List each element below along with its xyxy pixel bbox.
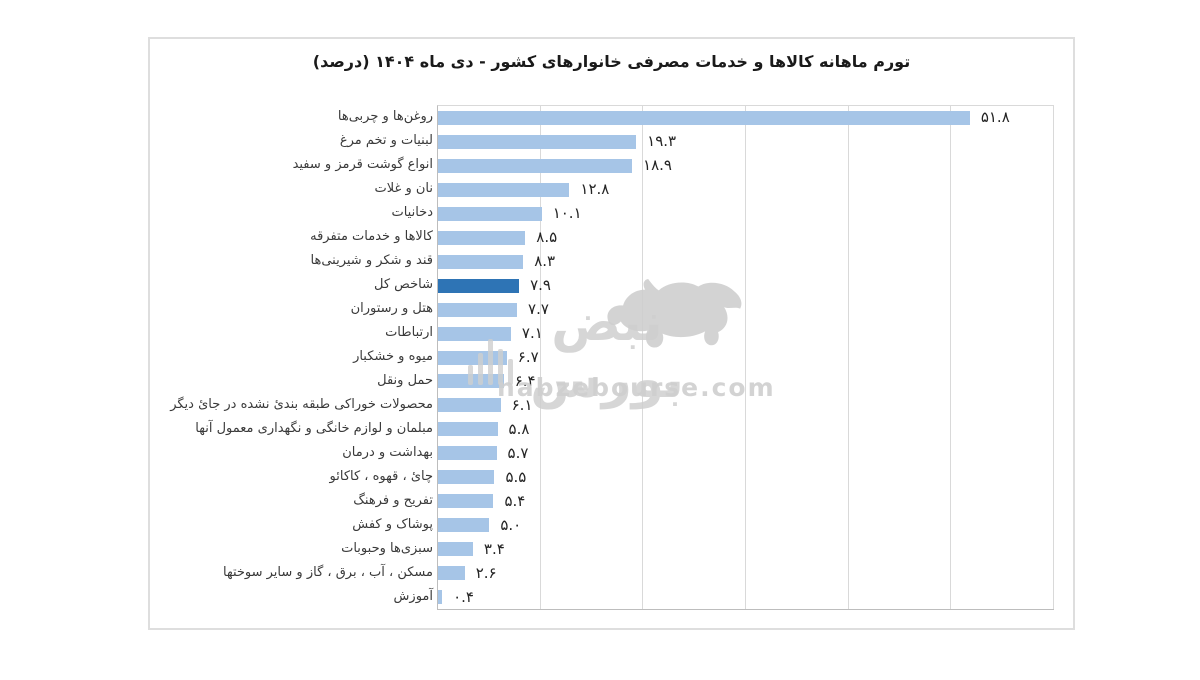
bar — [438, 110, 970, 125]
bar-row: ۰.۴ — [438, 585, 1054, 609]
gridline — [745, 106, 746, 609]
bar-row: ۸.۳ — [438, 250, 1054, 274]
category-label: پوشاک و کفش — [352, 516, 433, 532]
value-label: ۳.۴ — [483, 539, 505, 558]
chart-title: تورم ماهانه کالاها و خدمات مصرفی خانواره… — [312, 52, 911, 71]
bar — [438, 206, 542, 221]
bar — [438, 590, 443, 605]
category-label: لبنیات و تخم مرغ — [339, 133, 433, 149]
category-label: بهداشت و درمان — [342, 444, 433, 460]
bar — [438, 230, 526, 245]
bar — [438, 182, 570, 197]
gridline — [847, 106, 849, 609]
bar-row: ۶.۷ — [438, 346, 1054, 370]
bar — [438, 422, 498, 437]
value-label: ۵.۰ — [500, 515, 522, 534]
bar — [438, 446, 497, 461]
bar-row: ۸.۵ — [438, 226, 1054, 250]
category-label: انواع گوشت قرمز و سفید — [292, 157, 433, 173]
value-label: ۵.۷ — [507, 443, 529, 462]
bar-row: ۲.۶ — [438, 561, 1054, 585]
bar-row: ۶.۴ — [438, 369, 1054, 393]
category-label: حمل ونقل — [377, 372, 433, 388]
value-label: ۵۱.۸ — [980, 108, 1010, 127]
value-label: ۵.۵ — [505, 467, 527, 486]
bar — [438, 494, 494, 509]
bar-row: ۵.۰ — [438, 513, 1054, 537]
bars-container: ۵۱.۸ ۱۹.۳ ۱۸.۹ ۱۲.۸ ۱۰.۱ ۸.۵ ۸.۳ ۷.۹ ۷.۷ ۷.۱ ۶.۷ ۶.… — [438, 106, 1054, 609]
category-label: مبلمان و لوازم خانگی و نگهداری معمول آنه… — [195, 420, 433, 436]
category-label: تفریح و فرهنگ — [353, 492, 433, 508]
chart-card: تورم ماهانه کالاها و خدمات مصرفی خانواره… — [148, 37, 1075, 630]
bar-row: ۱۹.۳ — [438, 130, 1054, 154]
category-label: دخانیات — [391, 205, 433, 221]
bar — [438, 254, 524, 269]
value-label: ۵.۸ — [508, 419, 530, 438]
value-label: ۷.۹ — [530, 276, 551, 295]
bar-row: ۵.۵ — [438, 465, 1054, 489]
gridline — [1053, 106, 1054, 609]
category-label: هتل و رستوران — [350, 301, 433, 317]
category-label: آموزش — [393, 588, 433, 604]
value-label: ۸.۵ — [536, 228, 558, 247]
bar — [438, 398, 501, 413]
value-label: ۱۰.۱ — [552, 204, 582, 223]
bar — [438, 326, 511, 341]
bar-row: ۷.۷ — [438, 298, 1054, 322]
gridline — [539, 106, 541, 609]
category-label: روغن‌ها و چربی‌ها — [337, 109, 433, 125]
category-label: نان و غلات — [374, 181, 433, 197]
bar — [438, 134, 637, 149]
bar — [438, 302, 518, 317]
gridline — [950, 106, 952, 609]
category-label: میوه و خشکبار — [353, 349, 433, 364]
category-label: مسکن ، آب ، برق ، گاز و سایر سوختها — [222, 564, 433, 580]
value-label: ۱۲.۸ — [580, 180, 610, 199]
value-label: ۷.۷ — [528, 300, 549, 319]
bar — [438, 566, 465, 581]
bar-row: ۱۲.۸ — [438, 178, 1054, 202]
plot-area: ۵۱.۸ ۱۹.۳ ۱۸.۹ ۱۲.۸ ۱۰.۱ ۸.۵ ۸.۳ ۷.۹ ۷.۷ ۷.۱ ۶.۷ ۶.… — [437, 105, 1054, 610]
value-label: ۰.۴ — [453, 587, 474, 606]
bar-row: ۳.۴ — [438, 537, 1054, 561]
value-label: ۵.۴ — [504, 491, 526, 510]
value-label: ۶.۷ — [517, 348, 539, 366]
value-label: ۸.۳ — [534, 252, 556, 271]
bar-row: ۵.۴ — [438, 489, 1054, 513]
bar-row: ۶.۱ — [438, 393, 1054, 417]
bar-row: ۵۱.۸ — [438, 106, 1054, 130]
category-label: ارتباطات — [385, 325, 433, 341]
value-label: ۲.۶ — [475, 563, 497, 582]
bar-row: ۷.۹ — [438, 274, 1054, 298]
category-label: محصولات خوراکی طبقه بندئ نشده در جائ دیگ… — [170, 396, 433, 412]
bar — [438, 158, 633, 173]
value-label: ۱۸.۹ — [643, 156, 672, 175]
bar — [438, 350, 507, 365]
bar — [438, 542, 473, 557]
bar-row: ۷.۱ — [438, 322, 1054, 346]
gridlines — [438, 106, 1054, 609]
bar — [438, 470, 495, 485]
total-index-bar — [438, 278, 520, 293]
bar-row: ۱۸.۹ — [438, 154, 1054, 178]
category-label: کالاها و خدمات متفرقه — [310, 229, 433, 245]
bar-row: ۱۰.۱ — [438, 202, 1054, 226]
category-axis-labels: روغن‌ها و چربی‌ها لبنیات و تخم مرغ انواع گ… — [156, 105, 433, 608]
category-label: سبزی‌ها وحبوبات — [341, 540, 433, 556]
bar — [438, 374, 504, 389]
gridline — [642, 106, 644, 609]
bar-row: ۵.۷ — [438, 441, 1054, 465]
value-label: ۱۹.۳ — [647, 132, 677, 151]
category-label: شاخص کل — [374, 277, 433, 293]
bar — [438, 518, 490, 533]
category-label: قند و شکر و شیرینی‌ها — [310, 253, 433, 269]
value-label: ۶.۱ — [511, 395, 533, 414]
bar-row: ۵.۸ — [438, 417, 1054, 441]
value-label: ۷.۱ — [521, 324, 543, 343]
value-label: ۶.۴ — [514, 371, 536, 390]
category-label: چائ ، قهوه ، کاکائو — [329, 468, 433, 484]
